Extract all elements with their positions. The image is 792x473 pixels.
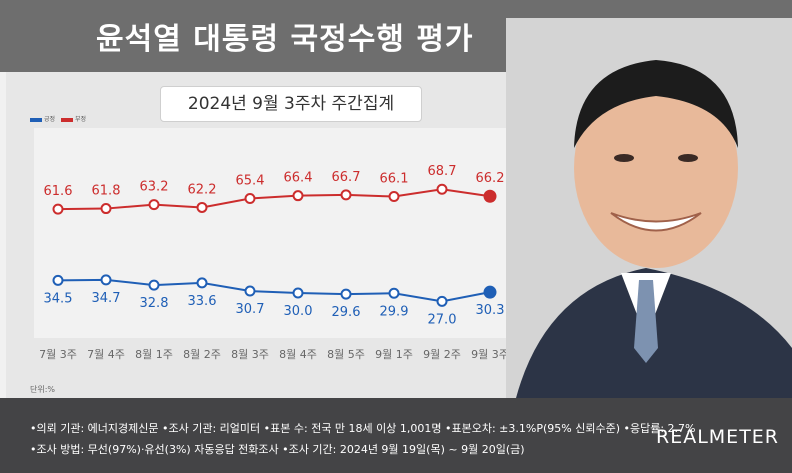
legend-positive-label: 긍정	[44, 116, 56, 123]
legend-positive-swatch	[30, 117, 42, 122]
footer: •의뢰 기관: 에너지경제신문 •조사 기관: 리얼미터 •표본 수: 전국 만…	[0, 398, 792, 473]
chart-subtitle: 2024년 9월 3주차 주간집계	[160, 86, 422, 122]
page-title: 윤석열 대통령 국정수행 평가	[96, 22, 474, 57]
portrait-illustration	[506, 18, 792, 398]
portrait-photo	[506, 18, 792, 398]
footer-line-2: •조사 방법: 무선(97%)·유선(3%) 자동응답 전화조사 •조사 기간:…	[30, 443, 525, 456]
legend: 긍정 부정	[30, 114, 90, 123]
unit-label: 단위:%	[30, 385, 56, 394]
realmeter-logo: REALMETER	[656, 426, 779, 448]
legend-negative-swatch	[60, 117, 73, 122]
legend-negative-label: 부정	[74, 116, 87, 123]
footer-line-1: •의뢰 기관: 에너지경제신문 •조사 기관: 리얼미터 •표본 수: 전국 만…	[30, 422, 696, 435]
